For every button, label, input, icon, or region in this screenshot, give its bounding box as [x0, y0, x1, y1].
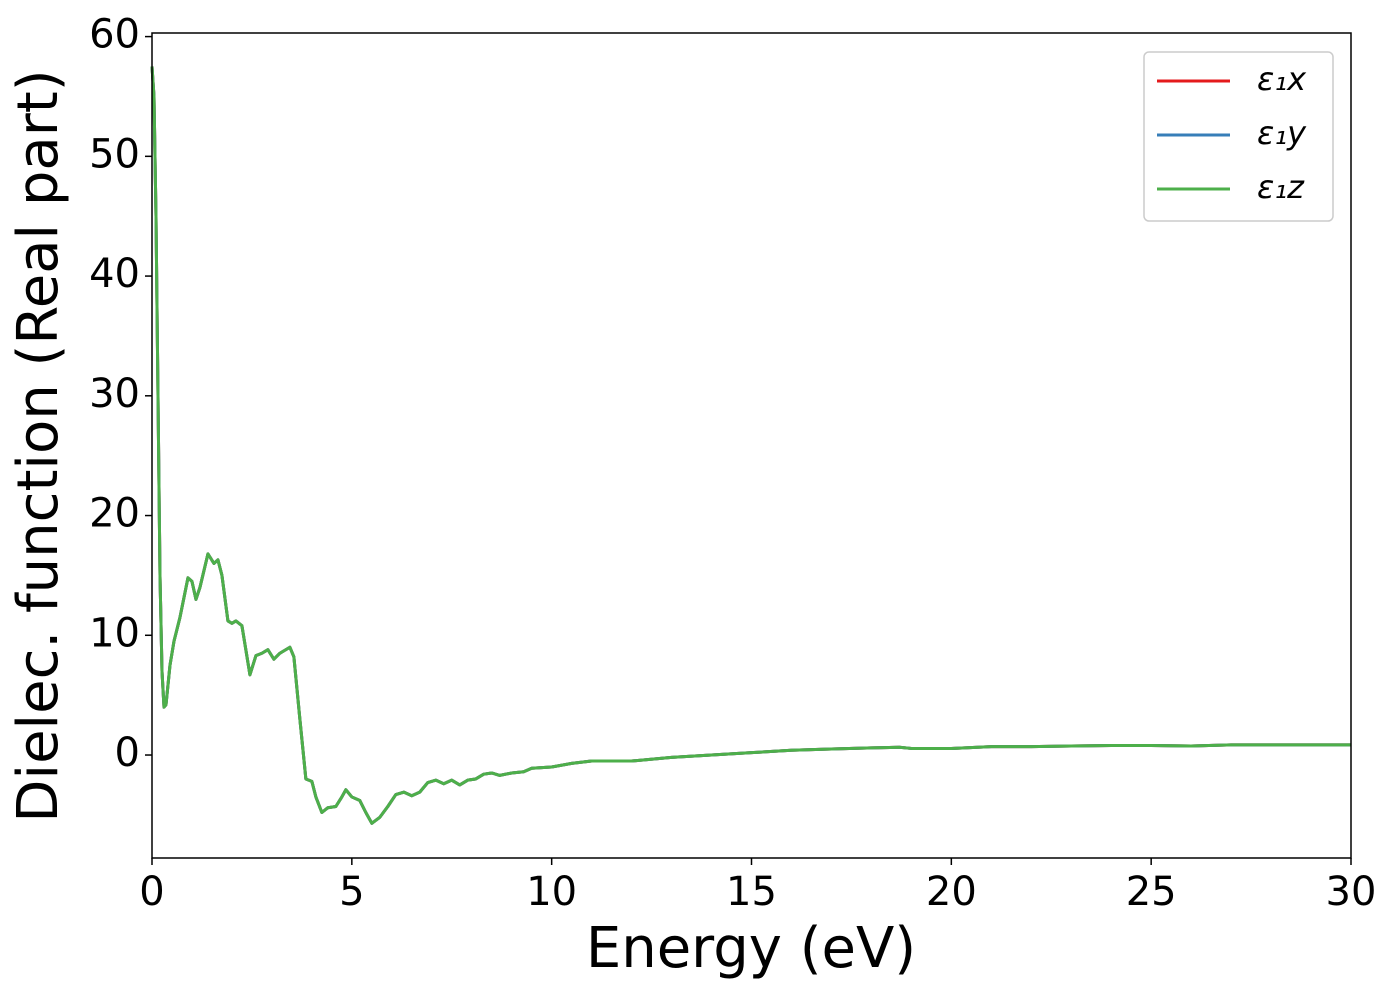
y-tick-label: 10	[89, 610, 140, 656]
y-tick-label: 60	[89, 12, 140, 58]
x-tick-label: 5	[339, 869, 364, 915]
legend-box	[1143, 51, 1334, 222]
y-tick-label: 0	[115, 730, 140, 776]
x-axis-label: Energy (eV)	[586, 916, 916, 981]
y-tick-label: 30	[89, 371, 140, 417]
y-tick-label: 50	[89, 131, 140, 177]
x-tick-label: 10	[526, 869, 577, 915]
series-line	[150, 66, 1351, 825]
legend-label: ε₁y	[1257, 114, 1307, 152]
y-tick-label: 40	[89, 251, 140, 297]
x-tick-label: 30	[1326, 869, 1377, 915]
x-tick-label: 20	[926, 869, 977, 915]
x-tick-label: 0	[139, 869, 164, 915]
y-axis-label: Dielec. function (Real part)	[6, 69, 71, 822]
x-tick-label: 15	[726, 869, 777, 915]
legend-label: ε₁x	[1257, 60, 1307, 98]
legend-label: ε₁z	[1257, 168, 1305, 206]
x-tick-label: 25	[1126, 869, 1177, 915]
y-tick-label: 20	[89, 491, 140, 537]
plot-frame	[151, 32, 1352, 859]
